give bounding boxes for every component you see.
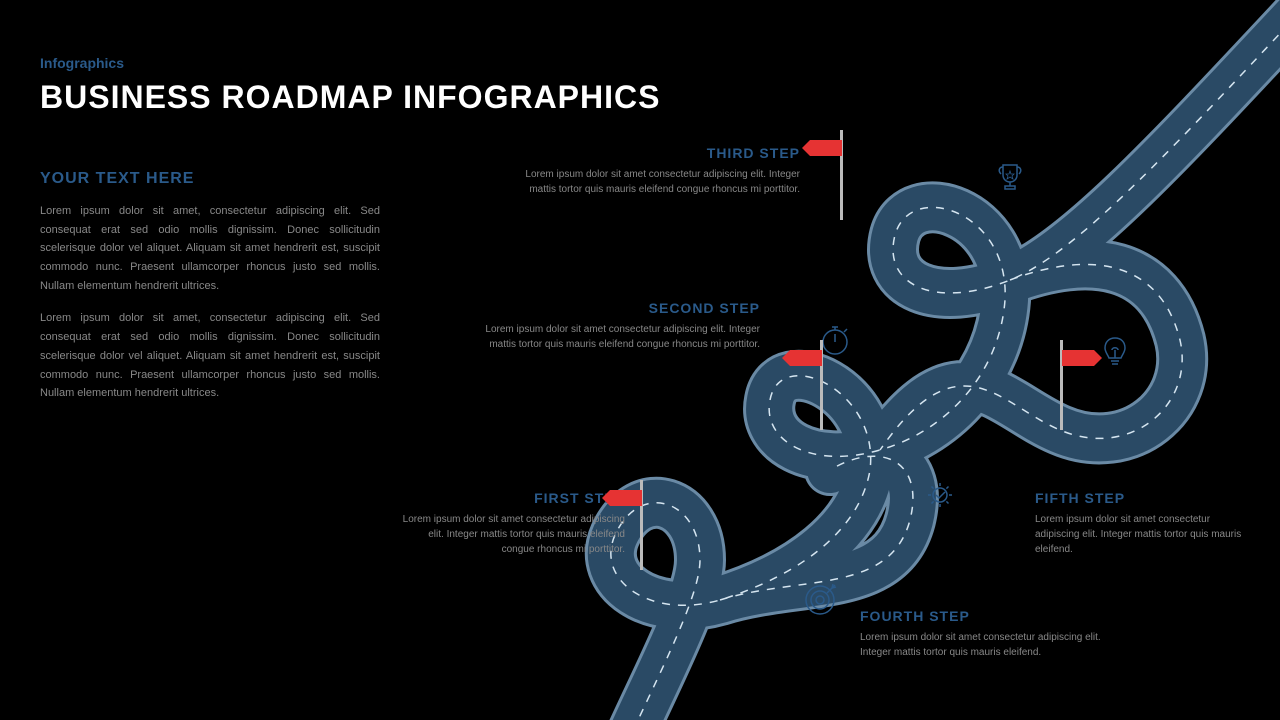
- step-text: Lorem ipsum dolor sit amet consectetur a…: [860, 630, 1120, 660]
- signpost-1: [640, 480, 643, 570]
- sidebar-paragraph-2: Lorem ipsum dolor sit amet, consectetur …: [40, 309, 380, 402]
- step-text: Lorem ipsum dolor sit amet consectetur a…: [510, 167, 800, 197]
- sign-arrow-icon: [782, 350, 822, 366]
- trophy-icon: [990, 155, 1030, 195]
- step-title: FIFTH STEP: [1035, 490, 1245, 506]
- step-2: SECOND STEP Lorem ipsum dolor sit amet co…: [470, 300, 760, 352]
- sidebar-title: YOUR TEXT HERE: [40, 170, 380, 188]
- step-5: FIFTH STEP Lorem ipsum dolor sit amet con…: [1035, 490, 1245, 557]
- bulb-icon: [1095, 330, 1135, 370]
- step-title: SECOND STEP: [470, 300, 760, 316]
- sidebar: YOUR TEXT HERE Lorem ipsum dolor sit ame…: [40, 170, 380, 417]
- step-title: FOURTH STEP: [860, 608, 1120, 624]
- step-title: THIRD STEP: [510, 145, 800, 161]
- target-icon: [800, 580, 840, 620]
- step-text: Lorem ipsum dolor sit amet consectetur a…: [395, 512, 625, 557]
- step-3: THIRD STEP Lorem ipsum dolor sit amet con…: [510, 145, 800, 197]
- step-title: FIRST STEP: [395, 490, 625, 506]
- signpost-3: [840, 130, 843, 220]
- step-1: FIRST STEP Lorem ipsum dolor sit amet con…: [395, 490, 625, 557]
- sidebar-paragraph-1: Lorem ipsum dolor sit amet, consectetur …: [40, 202, 380, 295]
- signpost-5: [1060, 340, 1063, 430]
- header-title: BUSINESS ROADMAP INFOGRAPHICS: [40, 79, 660, 116]
- header-subtitle: Infographics: [40, 55, 660, 71]
- sign-arrow-icon: [802, 140, 842, 156]
- header: Infographics BUSINESS ROADMAP INFOGRAPHI…: [40, 55, 660, 116]
- signpost-2: [820, 340, 823, 430]
- step-text: Lorem ipsum dolor sit amet consectetur a…: [470, 322, 760, 352]
- sign-arrow-icon: [602, 490, 642, 506]
- step-text: Lorem ipsum dolor sit amet consectetur a…: [1035, 512, 1245, 557]
- gear-icon: [920, 475, 960, 515]
- step-4: FOURTH STEP Lorem ipsum dolor sit amet co…: [860, 608, 1120, 660]
- sign-arrow-icon: [1062, 350, 1102, 366]
